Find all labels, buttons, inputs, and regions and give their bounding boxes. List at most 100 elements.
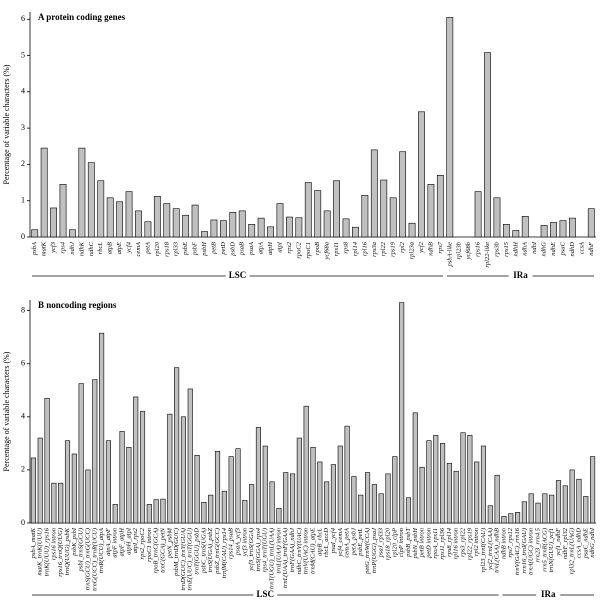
x-tick-label: psbE: [182, 242, 189, 256]
x-tick-label: ycf2_trnL(CAA): [487, 528, 494, 571]
y-tick-label: 6: [21, 359, 25, 368]
bar: [112, 504, 118, 524]
x-tick-label: rps3a: [371, 242, 378, 257]
bar: [125, 191, 133, 238]
x-tick-label: psbD: [229, 242, 236, 257]
bar: [330, 464, 337, 524]
bar: [289, 473, 296, 524]
x-tick-label: ndhC: [88, 241, 95, 256]
x-tick-label: rpl22: [380, 241, 387, 256]
x-tick-label: psbF: [192, 241, 199, 256]
x-tick-label: rrn16_trnI(GAU): [521, 528, 528, 574]
bar: [440, 443, 446, 524]
x-tick-label: rrn5_trnR(ACG): [541, 528, 548, 572]
bar: [255, 427, 261, 524]
bar: [304, 182, 312, 238]
group-label: LSC: [257, 589, 275, 599]
x-tick-label: ndhH: [512, 242, 519, 257]
x-tick-label: trnS(GCU)_trnG(UCC): [84, 528, 91, 590]
x-tick-label: ycf4_cemA: [337, 528, 344, 558]
bar: [358, 494, 364, 524]
bar: [323, 210, 331, 238]
bar: [344, 425, 350, 524]
x-tick-label: atpI_rps2: [132, 527, 139, 553]
bar: [167, 413, 173, 524]
x-tick-label: cemA_petA: [344, 528, 351, 558]
bar: [446, 462, 452, 524]
bar: [446, 17, 454, 238]
x-tick-label: rpoC2: [295, 241, 302, 258]
bar: [99, 332, 105, 524]
x-tick-label: rpl20: [154, 241, 161, 256]
bar: [105, 440, 111, 524]
x-tick-label: rps15: [503, 241, 510, 257]
x-tick-label: rpl16 intron: [453, 528, 460, 559]
bar: [51, 482, 57, 524]
x-tick-label: trnV(UAC) intron: [303, 528, 310, 574]
x-tick-label: rps14_psaB: [228, 528, 235, 559]
bar: [342, 218, 350, 238]
x-tick-label: ycf68b: [465, 241, 472, 260]
bar: [276, 508, 282, 524]
x-tick-label: rpl2 intron: [473, 528, 480, 556]
bar: [512, 230, 520, 238]
bar: [540, 225, 548, 238]
bar: [221, 490, 227, 524]
x-tick-label: rpoB: [314, 242, 321, 255]
x-tick-label: rps3_rpl22: [460, 527, 467, 557]
x-tick-label: trnL(UAA)_trnF(GAA): [282, 528, 289, 588]
x-tick-label: rps4_trnT(UGU): [262, 528, 269, 572]
bar: [361, 194, 369, 238]
x-tick-label: petA: [144, 242, 151, 255]
x-tick-label: rps18_rpl20: [384, 527, 391, 560]
bar: [249, 484, 255, 524]
bar: [562, 485, 568, 524]
x-tick-label: rpl32_trnL(UAG): [569, 528, 576, 574]
x-tick-label: psaC: [559, 241, 566, 256]
bar: [484, 52, 491, 238]
bar: [474, 191, 482, 238]
x-tick-label: atpB_rbcL: [316, 528, 323, 556]
bar: [180, 416, 186, 524]
bar: [201, 501, 207, 524]
x-tick-label: rpl23b: [456, 241, 463, 259]
bar: [295, 217, 303, 238]
x-tick-label: ccsA: [578, 242, 585, 254]
x-tick-label: petA_psbJ: [350, 527, 357, 556]
bar: [85, 469, 91, 524]
bar: [371, 484, 377, 524]
x-tick-label: atpB: [107, 242, 114, 254]
bar: [31, 229, 39, 238]
bar: [146, 504, 152, 524]
bar: [549, 494, 555, 524]
bar: [286, 216, 293, 238]
x-tick-label: ndhG_ndhI: [589, 527, 596, 557]
bar: [160, 498, 166, 524]
x-tick-label: trnF(GAA)_ndhJ: [289, 527, 296, 573]
bar: [427, 184, 435, 238]
bar: [116, 201, 124, 238]
x-tick-label: psbA-like: [446, 242, 453, 268]
bar: [555, 480, 562, 524]
x-tick-label: trnV(GAC)_rrn16: [514, 527, 521, 575]
x-tick-label: petD: [220, 242, 227, 256]
x-tick-label: psbH: [201, 242, 208, 257]
bar: [50, 207, 57, 238]
bar: [78, 383, 84, 524]
x-tick-label: trnL(CAA)_ndhB: [494, 528, 501, 573]
x-tick-label: ycf1_ndhF: [555, 527, 562, 557]
x-tick-label: trnQ(UUG)_psbK: [64, 527, 71, 575]
bar: [119, 431, 125, 524]
y-tick-label: 6: [21, 14, 25, 23]
bar: [40, 147, 48, 238]
bar: [370, 149, 378, 238]
bar: [248, 223, 256, 238]
x-tick-label: ndhB: [427, 242, 434, 256]
bar: [269, 481, 275, 524]
bar: [474, 461, 480, 524]
bar: [550, 222, 557, 238]
x-tick-label: rpl23a: [409, 242, 416, 259]
y-tick-label: 4: [21, 412, 25, 421]
x-tick-label: petB intron: [419, 528, 426, 558]
x-tick-label: ycf3 intron: [241, 528, 248, 557]
